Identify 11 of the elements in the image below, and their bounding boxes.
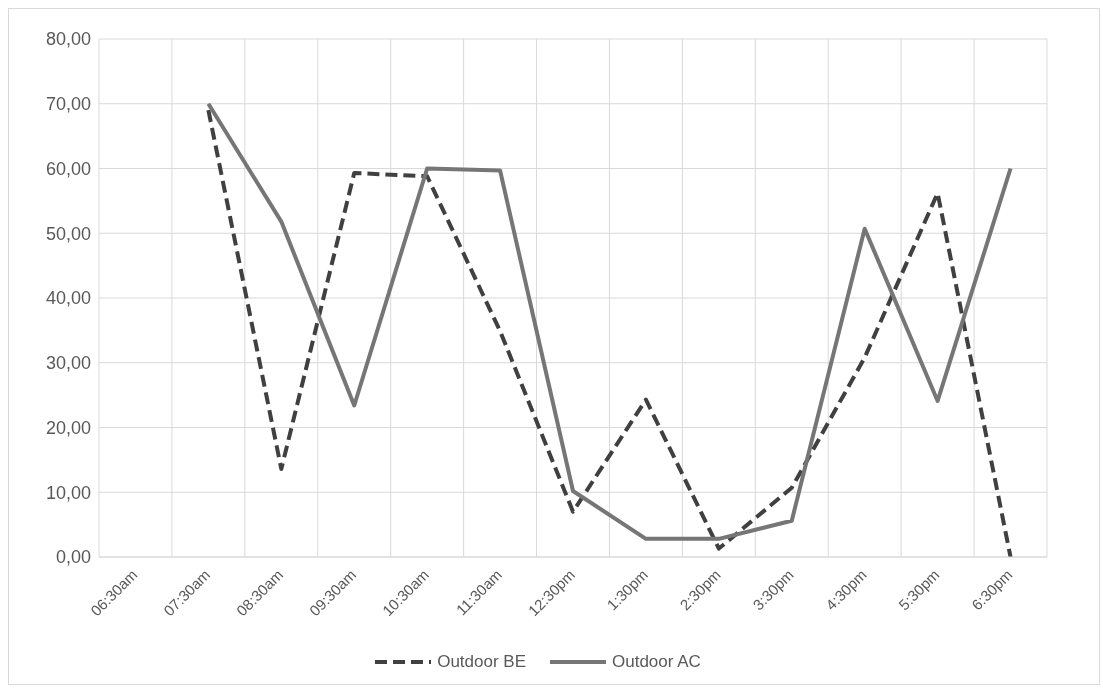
y-tick-label: 0,00	[55, 547, 91, 568]
y-tick-label: 60,00	[45, 158, 91, 179]
legend-label: Outdoor BE	[436, 652, 526, 672]
y-tick-label: 80,00	[45, 29, 91, 50]
y-tick-label: 10,00	[45, 482, 91, 503]
y-tick-label: 50,00	[45, 223, 91, 244]
y-tick-label: 20,00	[45, 417, 91, 438]
y-tick-label: 70,00	[45, 94, 91, 115]
y-tick-label: 40,00	[45, 288, 91, 309]
legend-label: Outdoor AC	[611, 652, 701, 672]
y-tick-label: 30,00	[45, 353, 91, 374]
